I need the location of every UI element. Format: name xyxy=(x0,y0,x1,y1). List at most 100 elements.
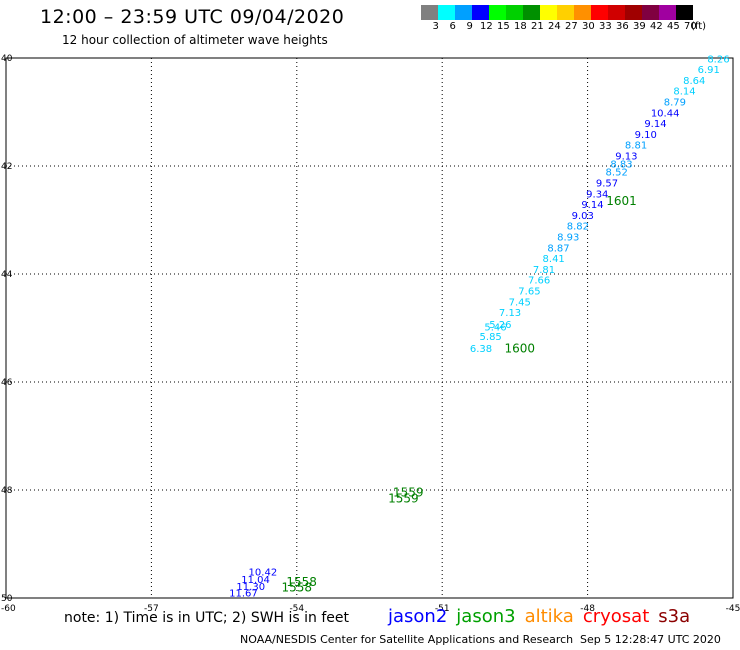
time-label: 1559 xyxy=(388,491,419,505)
legend-swatch-70 xyxy=(676,5,693,20)
generated-timestamp: Sep 5 12:28:47 UTC 2020 xyxy=(580,633,721,646)
legend-swatch-18 xyxy=(506,5,523,20)
swh-label: 6.38 xyxy=(470,344,492,355)
swh-label: 7.65 xyxy=(518,287,540,298)
legend-swatch-36 xyxy=(608,5,625,20)
legend-label-39: 39 xyxy=(633,21,646,32)
credit-line: NOAA/NESDIS Center for Satellite Applica… xyxy=(240,633,574,646)
lon-tick-label: -48 xyxy=(580,604,595,614)
swh-label: 8.64 xyxy=(683,76,705,87)
legend-swatch-12 xyxy=(472,5,489,20)
time-label: 1601 xyxy=(606,194,637,208)
lat-tick-label: 46 xyxy=(1,378,13,388)
legend-label-33: 33 xyxy=(599,21,612,32)
lat-tick-label: 40 xyxy=(1,54,13,64)
legend-label-24: 24 xyxy=(548,21,561,32)
lat-tick-label: 50 xyxy=(1,594,13,604)
swh-label: 10.42 xyxy=(249,567,278,578)
swh-labels: 8.266.918.648.148.7910.449.149.108.819.1… xyxy=(229,54,729,599)
swh-label: 8.14 xyxy=(673,87,695,98)
legend-label-36: 36 xyxy=(616,21,629,32)
swh-label: 9.14 xyxy=(644,119,666,130)
map-title: 12:00 – 23:59 UTC 09/04/2020 xyxy=(40,6,345,28)
legend-swatch-15 xyxy=(489,5,506,20)
legend-label-12: 12 xyxy=(480,21,493,32)
swh-label: 7.81 xyxy=(533,265,555,276)
legend-label-6: 6 xyxy=(449,21,456,32)
legend-label-45: 45 xyxy=(667,21,680,32)
legend-label-15: 15 xyxy=(497,21,510,32)
legend-label-70: 70 xyxy=(684,21,697,32)
swh-label: 5.26 xyxy=(489,320,511,331)
map-frame xyxy=(5,57,734,599)
swh-label: 7.66 xyxy=(528,276,550,287)
map-grid xyxy=(6,58,733,598)
swh-label: 9.34 xyxy=(586,189,608,200)
swh-label: 8.83 xyxy=(610,160,632,171)
corner-tick-label: -60 xyxy=(1,604,16,614)
legend-label-30: 30 xyxy=(582,21,595,32)
time-label: 1559 xyxy=(393,485,424,499)
legend-label-18: 18 xyxy=(514,21,527,32)
map-border xyxy=(5,57,734,599)
color-legend-labels: 3 6 9 12 15 18 21 24 27 30 33 36 39 42 45 70 (ft) xyxy=(421,21,740,35)
swh-label: 7.13 xyxy=(499,308,521,319)
swh-label: 8.52 xyxy=(606,168,628,179)
lon-tick-label: -54 xyxy=(289,604,304,614)
swh-label: 7.45 xyxy=(509,297,531,308)
satellite-jason3: jason3 xyxy=(456,606,516,627)
footer-note: note: 1) Time is in UTC; 2) SWH is in fe… xyxy=(64,610,350,626)
time-label: 1600 xyxy=(504,341,535,355)
legend-label-42: 42 xyxy=(650,21,663,32)
swh-label: 5.46 xyxy=(484,323,506,334)
map-subtitle: 12 hour collection of altimeter wave hei… xyxy=(62,33,328,47)
lon-tick-label: -45 xyxy=(726,604,740,614)
swh-label: 8.93 xyxy=(557,233,579,244)
time-label: 1558 xyxy=(282,581,313,595)
swh-label: 9.13 xyxy=(615,152,637,163)
legend-swatch-9 xyxy=(455,5,472,20)
map-tick-labels: -57 -54 -51 -48 -45 40 42 44 46 48 50-60 xyxy=(1,54,740,614)
satellite-legend: jason2 jason3 altika cryosat s3a xyxy=(388,606,699,627)
satellite-altika: altika xyxy=(524,606,574,627)
swh-label: 9.57 xyxy=(596,179,618,190)
swh-label: 11.04 xyxy=(241,575,270,586)
swh-label: 8.26 xyxy=(707,54,729,65)
swh-label: 11.67 xyxy=(229,588,258,599)
lon-tick-label: -51 xyxy=(435,604,450,614)
legend-swatch-24 xyxy=(540,5,557,20)
lat-tick-label: 42 xyxy=(1,162,12,172)
swh-label: 5.85 xyxy=(480,332,502,343)
legend-swatch-45 xyxy=(659,5,676,20)
color-legend xyxy=(421,5,693,20)
swh-label: 8.82 xyxy=(567,222,589,233)
legend-swatch-6 xyxy=(438,5,455,20)
legend-swatch-30 xyxy=(574,5,591,20)
swh-label: 11.30 xyxy=(236,582,265,593)
satellite-jason2: jason2 xyxy=(388,606,448,627)
legend-swatch-42 xyxy=(642,5,659,20)
legend-label-27: 27 xyxy=(565,21,578,32)
legend-swatch-3 xyxy=(421,5,438,20)
lon-tick-label: -57 xyxy=(144,604,159,614)
swh-label: 8.79 xyxy=(664,98,686,109)
legend-label-21: 21 xyxy=(531,21,544,32)
swh-label: 9.14 xyxy=(581,200,603,211)
swh-label: 8.41 xyxy=(543,254,565,265)
legend-label-9: 9 xyxy=(466,21,473,32)
legend-unit: (ft) xyxy=(691,21,707,32)
swh-label: 6.91 xyxy=(698,65,720,76)
swh-label: 8.87 xyxy=(547,243,569,254)
legend-swatch-33 xyxy=(591,5,608,20)
legend-swatch-39 xyxy=(625,5,642,20)
legend-label-3: 3 xyxy=(432,21,439,32)
legend-swatch-27 xyxy=(557,5,574,20)
swh-label: 8.81 xyxy=(625,141,647,152)
satellite-cryosat: cryosat xyxy=(582,606,650,627)
lat-tick-label: 48 xyxy=(1,486,13,496)
satellite-s3a: s3a xyxy=(658,606,691,627)
swh-label: 9.10 xyxy=(635,130,657,141)
lat-tick-label: 44 xyxy=(1,270,13,280)
swh-label: 10.44 xyxy=(651,108,680,119)
time-label: 1558 xyxy=(286,575,317,589)
